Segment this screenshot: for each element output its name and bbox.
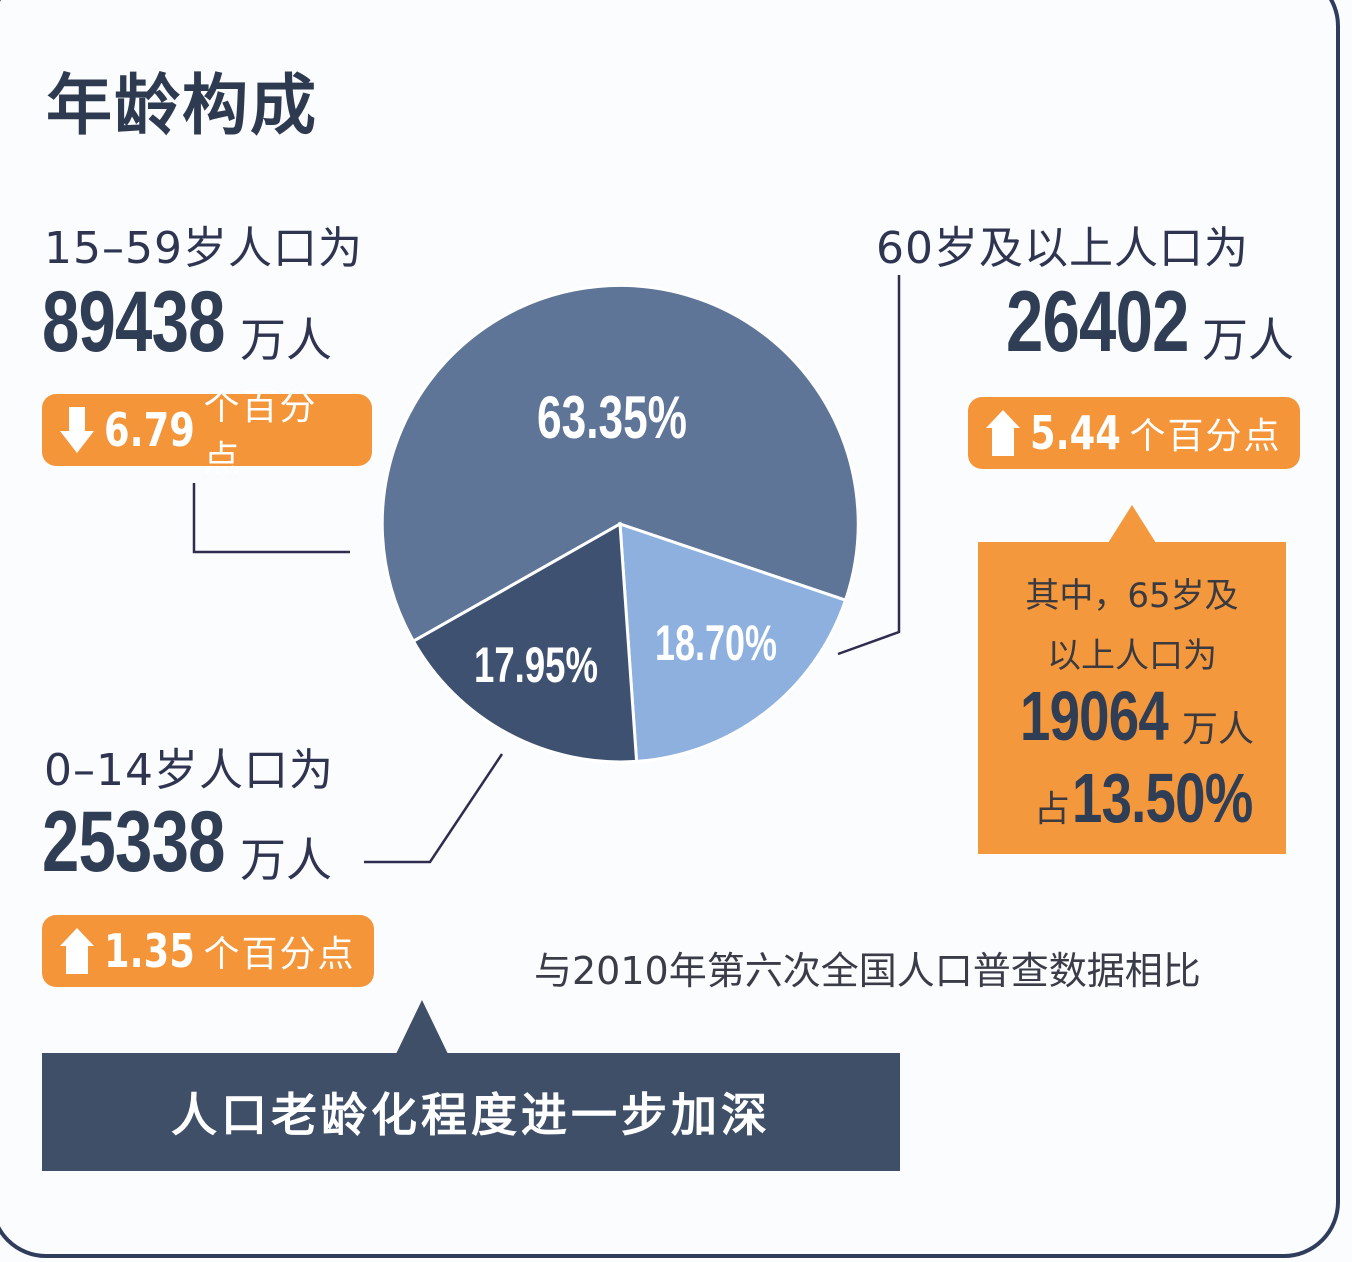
arrow-up-icon — [986, 410, 1020, 456]
arrow-down-icon — [60, 407, 94, 453]
elderly-change-value: 5.44 — [1030, 406, 1121, 460]
pie-label-elderly: 18.70% — [655, 615, 777, 671]
working-change-value: 6.79 — [104, 403, 195, 457]
connector-elderly — [837, 275, 901, 656]
sub-line1: 其中，65岁及 — [1025, 576, 1239, 616]
conclusion-banner: 人口老龄化程度进一步加深 — [42, 1053, 900, 1171]
pie-slice-working — [380, 283, 860, 644]
children-value-row: 25338 万人 — [42, 794, 372, 892]
children-unit: 万人 — [240, 833, 332, 887]
elderly-value: 26402 — [1006, 274, 1189, 370]
working-unit: 万人 — [240, 313, 332, 367]
children-value: 25338 — [42, 794, 225, 890]
connector-children — [364, 753, 504, 864]
elderly-value-row: 26402 万人 — [1006, 274, 1306, 372]
sub-value: 19064 — [1020, 677, 1169, 755]
elderly-change-badge: 5.44 个百分点 — [968, 397, 1300, 469]
comparison-note: 与2010年第六次全国人口普查数据相比 — [534, 949, 1201, 993]
working-change-unit: 个百分点 — [203, 387, 318, 480]
pie-slice-elderly — [618, 521, 848, 764]
working-value: 89438 — [42, 274, 225, 370]
elderly-65-box: 其中，65岁及 以上人口为 19064 万人 占 13.50% — [978, 542, 1286, 854]
elderly-label: 60岁及以上人口为 — [876, 223, 1249, 274]
working-change-badge: 6.79 个百分点 — [42, 387, 372, 480]
elderly-unit: 万人 — [1202, 313, 1294, 367]
children-label: 0–14岁人口为 — [44, 745, 334, 796]
pie-slice-children — [411, 521, 639, 764]
working-value-row: 89438 万人 — [42, 274, 372, 372]
page-title: 年龄构成 — [46, 67, 318, 144]
working-label: 15–59岁人口为 — [44, 223, 363, 274]
pie-label-working: 63.35% — [537, 384, 687, 451]
sub-share-prefix: 占 — [1034, 789, 1071, 830]
sub-line2: 以上人口为 — [1047, 636, 1217, 676]
sub-share-row: 占 13.50% — [1034, 759, 1254, 838]
children-change-badge: 1.35 个百分点 — [42, 915, 374, 987]
elderly-change-unit: 个百分点 — [1129, 416, 1282, 457]
banner-pointer — [396, 1000, 448, 1054]
pie-label-children: 17.95% — [474, 637, 598, 693]
banner-text: 人口老龄化程度进一步加深 — [171, 1088, 771, 1142]
connector-working — [192, 483, 350, 554]
sub-value-row: 19064 万人 — [1020, 677, 1260, 756]
arrow-up-icon — [60, 928, 94, 974]
children-change-unit: 个百分点 — [203, 934, 356, 975]
sub-share: 13.50% — [1072, 759, 1253, 837]
sub-box-pointer — [1108, 505, 1156, 543]
children-change-value: 1.35 — [104, 924, 195, 978]
sub-unit: 万人 — [1182, 709, 1255, 750]
